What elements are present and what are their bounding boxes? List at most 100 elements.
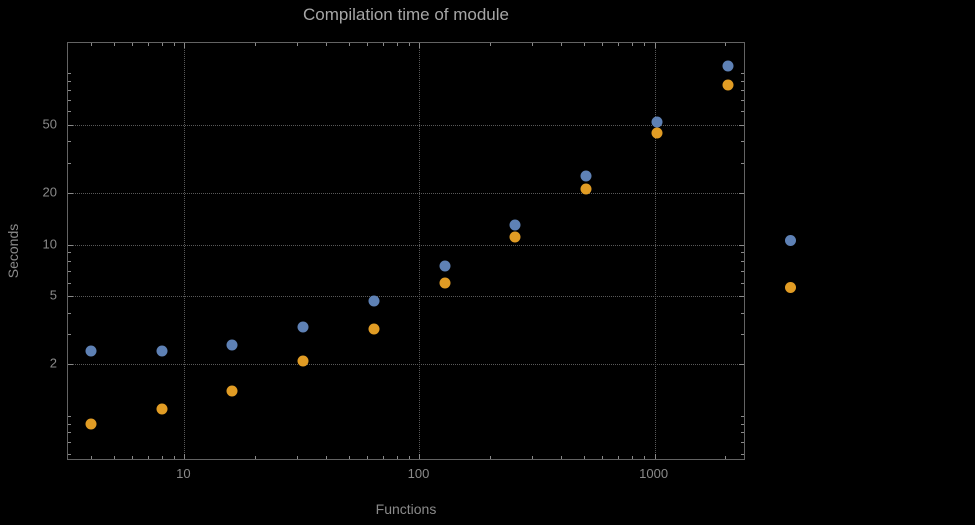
y-tick-right-60 xyxy=(741,111,744,113)
y-tick-right-100 xyxy=(741,73,744,75)
x-tick-top-400 xyxy=(561,43,563,46)
data-point-orange-x8 xyxy=(156,403,168,415)
x-tick-bottom-7 xyxy=(147,456,149,459)
y-tick-right-0.6 xyxy=(741,453,744,455)
x-tick-bottom-90 xyxy=(408,456,410,459)
x-tick-bottom-700 xyxy=(618,456,620,459)
y-tick-right-5 xyxy=(739,296,744,298)
y-tick-right-50 xyxy=(739,124,744,126)
y-tick-right-90 xyxy=(741,81,744,82)
y-tick-right-0.7 xyxy=(741,442,744,444)
y-tick-left-10 xyxy=(68,244,73,246)
data-point-orange-x1024 xyxy=(651,127,663,139)
y-tick-right-0.8 xyxy=(741,432,744,434)
data-point-blue-x2048 xyxy=(722,60,734,72)
x-tick-bottom-8 xyxy=(161,456,163,459)
x-tick-label-10: 10 xyxy=(176,466,191,481)
data-point-blue-x16 xyxy=(226,339,238,351)
y-tick-left-30 xyxy=(68,162,71,164)
y-tick-label-50: 50 xyxy=(42,116,57,132)
x-gridline-100 xyxy=(419,43,421,459)
y-tick-label-2: 2 xyxy=(49,355,57,371)
x-tick-top-7 xyxy=(147,43,149,46)
x-tick-top-8 xyxy=(161,43,163,46)
data-point-orange-x256 xyxy=(509,231,521,243)
plot-area xyxy=(67,42,745,460)
y-tick-right-70 xyxy=(741,99,744,101)
x-tick-bottom-5 xyxy=(113,456,115,459)
y-tick-left-2 xyxy=(68,364,73,366)
x-tick-top-100 xyxy=(419,43,421,48)
x-tick-bottom-1000 xyxy=(654,454,656,459)
x-tick-top-600 xyxy=(602,43,604,46)
data-point-blue-x8 xyxy=(156,345,168,357)
legend-marker-blue-icon xyxy=(785,235,796,246)
x-tick-top-30 xyxy=(296,43,298,46)
data-point-blue-x64 xyxy=(368,295,380,307)
x-tick-top-40 xyxy=(325,43,327,46)
y-gridline-50 xyxy=(68,124,744,126)
x-tick-bottom-2000 xyxy=(725,456,727,459)
x-tick-bottom-9 xyxy=(173,456,175,459)
x-tick-bottom-500 xyxy=(583,456,585,459)
y-tick-left-9 xyxy=(68,252,71,254)
y-tick-left-4 xyxy=(68,312,71,314)
x-tick-bottom-4 xyxy=(90,456,92,459)
y-tick-right-8 xyxy=(741,261,744,263)
y-tick-right-7 xyxy=(741,271,744,273)
y-axis-label: Seconds xyxy=(5,223,21,279)
data-point-orange-x512 xyxy=(580,183,592,195)
x-tick-bottom-20 xyxy=(255,456,257,459)
y-tick-left-5 xyxy=(68,296,73,298)
x-tick-bottom-900 xyxy=(643,456,645,459)
y-tick-right-1 xyxy=(741,415,744,417)
y-tick-label-20: 20 xyxy=(42,184,57,200)
data-point-orange-x128 xyxy=(439,277,451,289)
x-tick-top-2000 xyxy=(725,43,727,46)
y-tick-left-90 xyxy=(68,81,71,82)
x-tick-top-90 xyxy=(408,43,410,46)
y-tick-left-70 xyxy=(68,99,71,101)
x-tick-bottom-800 xyxy=(631,456,633,459)
y-gridline-10 xyxy=(68,244,744,246)
x-tick-top-700 xyxy=(618,43,620,46)
y-tick-left-6 xyxy=(68,282,71,284)
x-tick-top-500 xyxy=(583,43,585,46)
x-tick-top-1000 xyxy=(654,43,656,48)
y-tick-left-100 xyxy=(68,73,71,75)
y-tick-left-1 xyxy=(68,415,71,417)
y-tick-left-20 xyxy=(68,192,73,194)
x-tick-bottom-200 xyxy=(490,456,492,459)
data-point-orange-x2048 xyxy=(722,79,734,91)
x-tick-bottom-30 xyxy=(296,456,298,459)
x-tick-bottom-400 xyxy=(561,456,563,459)
y-tick-right-3 xyxy=(741,334,744,336)
x-tick-label-100: 100 xyxy=(407,466,430,481)
data-point-blue-x128 xyxy=(439,260,451,272)
chart-title: Compilation time of module xyxy=(303,5,509,24)
x-tick-bottom-10 xyxy=(184,454,186,459)
y-tick-right-2 xyxy=(739,364,744,366)
x-tick-top-70 xyxy=(383,43,385,46)
data-point-orange-x32 xyxy=(297,355,309,367)
y-tick-right-30 xyxy=(741,162,744,164)
x-tick-top-80 xyxy=(396,43,398,46)
x-tick-bottom-50 xyxy=(348,456,350,459)
data-point-orange-x4 xyxy=(85,418,97,430)
y-gridline-20 xyxy=(68,192,744,194)
x-tick-top-300 xyxy=(531,43,533,46)
x-tick-top-50 xyxy=(348,43,350,46)
y-tick-right-80 xyxy=(741,89,744,91)
x-gridline-1000 xyxy=(654,43,656,459)
y-tick-left-3 xyxy=(68,334,71,336)
y-tick-right-10 xyxy=(739,244,744,246)
x-tick-top-10 xyxy=(184,43,186,48)
x-tick-bottom-60 xyxy=(367,456,369,459)
data-point-blue-x1024 xyxy=(651,116,663,128)
x-tick-top-5 xyxy=(113,43,115,46)
y-tick-right-6 xyxy=(741,282,744,284)
y-tick-label-10: 10 xyxy=(42,236,57,251)
y-tick-left-60 xyxy=(68,111,71,113)
data-point-orange-x16 xyxy=(226,385,238,397)
